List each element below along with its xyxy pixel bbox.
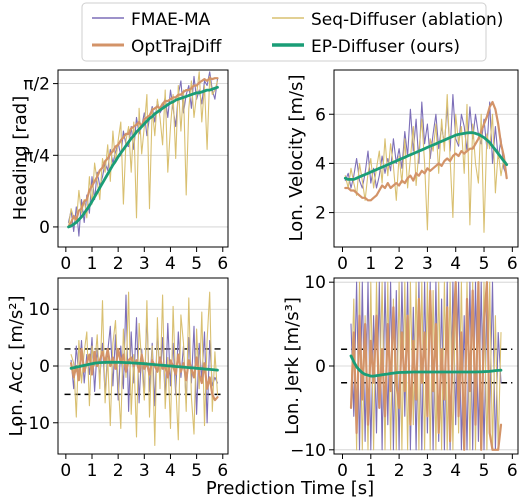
series-line-opttraj [67, 77, 219, 228]
y-tick-label: 6 [315, 105, 326, 125]
series-line-ep [69, 360, 219, 372]
x-tick-label: 0 [337, 461, 348, 481]
legend-label-fmae: FMAE-MA [131, 10, 211, 30]
legend-label-ep: EP-Diffuser (ours) [311, 37, 460, 57]
x-tick-label: 3 [139, 461, 150, 481]
x-tick-label: 0 [60, 461, 71, 481]
axes-frame [57, 69, 229, 248]
x-tick-label: 1 [87, 254, 98, 274]
legend-entry-opttraj: OptTrajDiff [92, 37, 223, 57]
y-axis-label: Lon. Velocity [m/s] [286, 75, 307, 242]
y-tick-label: 0 [39, 218, 50, 238]
y-tick-label: 10 [28, 300, 50, 320]
y-tick-label: π/2 [23, 75, 50, 95]
series-line-ep [349, 354, 503, 378]
y-tick-label: −10 [290, 441, 326, 461]
x-tick-label: 5 [479, 254, 490, 274]
x-axis-label: Prediction Time [s] [206, 478, 374, 499]
series-line-ep [67, 85, 219, 229]
series-line-seq [344, 94, 508, 233]
x-tick-label: 6 [507, 461, 518, 481]
x-tick-label: 3 [422, 254, 433, 274]
legend-entry-fmae: FMAE-MA [92, 10, 211, 30]
x-tick-label: 4 [450, 254, 461, 274]
y-tick-label: 0 [315, 357, 326, 377]
y-tick-label: π/4 [23, 146, 50, 166]
x-tick-label: 4 [165, 461, 176, 481]
x-tick-label: 6 [507, 254, 518, 274]
y-axis-label: Lon. Acc. [m/s²] [6, 295, 27, 436]
x-tick-label: 2 [394, 254, 405, 274]
y-tick-label: 10 [304, 273, 326, 293]
x-tick-label: 6 [217, 461, 228, 481]
x-tick-label: 5 [479, 461, 490, 481]
x-tick-label: 1 [365, 254, 376, 274]
x-tick-label: 0 [60, 254, 71, 274]
x-tick-label: 0 [337, 254, 348, 274]
x-tick-label: 2 [113, 461, 124, 481]
legend-label-seq: Seq-Diffuser (ablation) [311, 10, 503, 30]
y-axis-label: Lon. Jerk [m/s³] [282, 297, 303, 435]
x-tick-label: 3 [422, 461, 433, 481]
x-tick-label: 5 [191, 461, 202, 481]
y-axis-label: Heading [rad] [10, 96, 31, 221]
y-tick-label: 4 [315, 154, 326, 174]
x-tick-label: 4 [450, 461, 461, 481]
x-tick-label: 2 [113, 254, 124, 274]
series-line-opttraj [69, 347, 219, 402]
x-tick-label: 3 [139, 254, 150, 274]
x-tick-label: 2 [394, 461, 405, 481]
y-tick-label: −10 [14, 414, 50, 434]
x-tick-label: 1 [365, 461, 376, 481]
series-line-fmae [67, 71, 219, 237]
legend: FMAE-MA Seq-Diffuser (ablation) OptTrajD… [81, 2, 503, 62]
x-tick-label: 6 [217, 254, 228, 274]
legend-label-opttraj: OptTrajDiff [131, 37, 223, 57]
legend-entry-ep: EP-Diffuser (ours) [272, 37, 460, 57]
series-line-opttraj [349, 281, 503, 451]
axes-frame [333, 69, 519, 248]
x-tick-label: 5 [191, 254, 202, 274]
legend-frame [81, 2, 487, 62]
x-tick-label: 1 [87, 461, 98, 481]
y-tick-label: 0 [39, 357, 50, 377]
series-line-ep [343, 131, 509, 181]
x-tick-label: 4 [165, 254, 176, 274]
y-tick-label: 2 [315, 204, 326, 224]
legend-entry-seq: Seq-Diffuser (ablation) [272, 10, 503, 30]
